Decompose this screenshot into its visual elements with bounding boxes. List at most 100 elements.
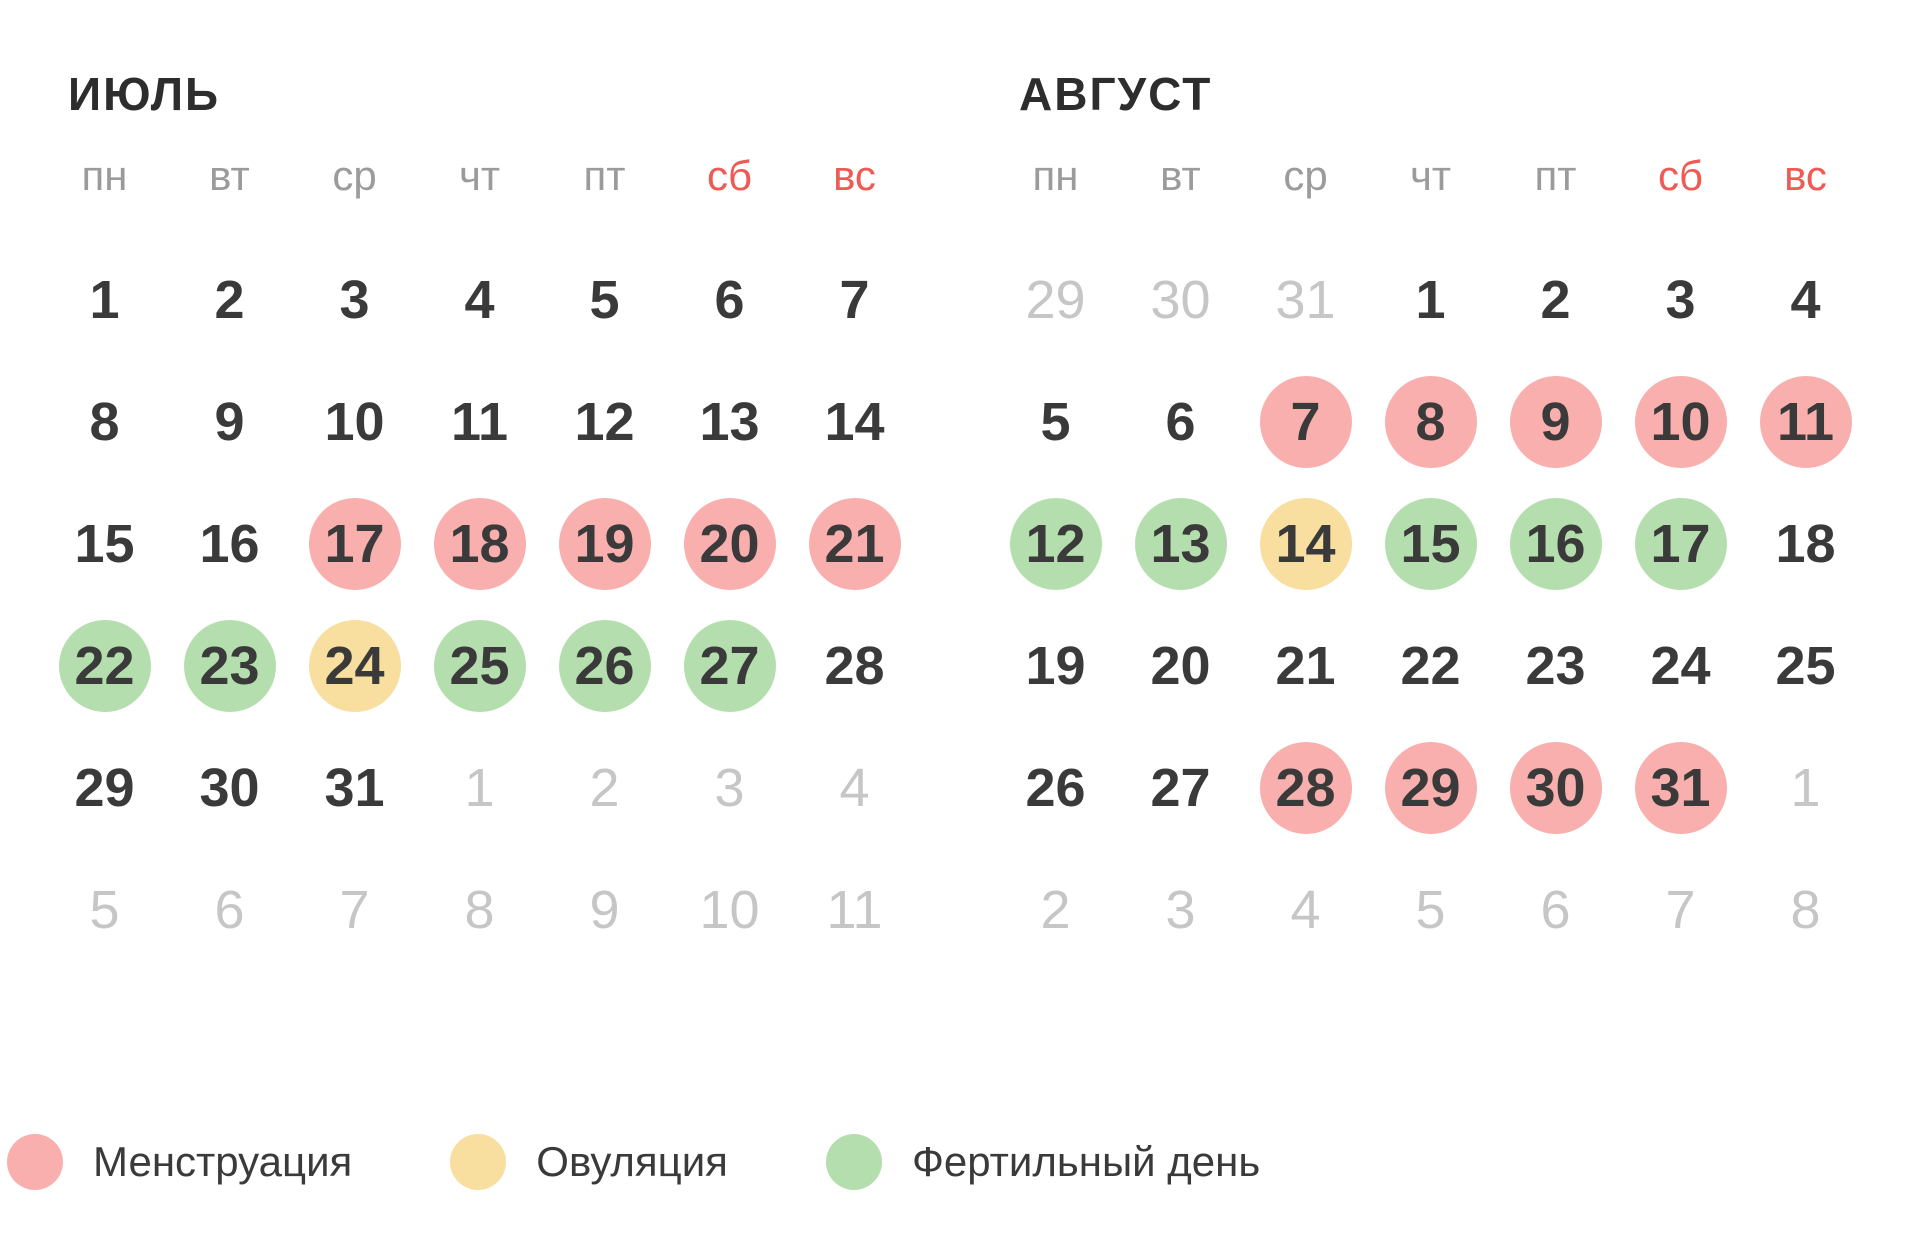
day-number: 2 [214,270,245,330]
day-number: 3 [339,270,370,330]
day-cell: 11 [1743,361,1868,483]
weekday-header: сб [1657,152,1704,199]
week-row: 2 3 4 5 6 7 8 [993,849,1868,971]
day-cell: 23 [167,605,292,727]
day-number: 28 [824,636,885,696]
day-number: 10 [699,880,760,940]
week-row: 1 2 3 4 5 6 7 [42,239,917,361]
day-cell: 1 [42,239,167,361]
week-row: 29 30 31 1 2 3 4 [42,727,917,849]
day-number: 23 [1525,636,1586,696]
day-cell: 17 [292,483,417,605]
day-highlight-circle-menstruation [1384,742,1477,834]
day-number: 2 [1540,270,1571,330]
day-number: 3 [1665,270,1696,330]
day-cell: 17 [1618,483,1743,605]
week-row: 8 9 10 11 12 13 14 [42,361,917,483]
day-cell: 10 [1618,361,1743,483]
day-highlight-circle-menstruation [1259,742,1352,834]
day-highlight-circle-ovulation [308,620,401,712]
day-number: 10 [324,392,385,452]
day-highlight-circle-fertile [433,620,526,712]
day-number: 6 [214,880,245,940]
day-cell: 3 [1118,849,1243,971]
day-cell: 10 [292,361,417,483]
day-number: 8 [464,880,495,940]
day-number: 7 [1665,880,1696,940]
day-highlight-circle-fertile [183,620,276,712]
day-number: 1 [464,758,495,818]
day-number: 25 [1775,636,1836,696]
day-cell: 10 [667,849,792,971]
week-row: 5 6 7 8 9 10 11 [42,849,917,971]
month-block: АВГУСТ пн вт ср чт пт сб вс 29 30 31 1 2 3 4 5 6 7 8 9 10 11 1… [993,0,1868,971]
day-highlight-circle-fertile [1134,498,1227,590]
day-cell: 31 [292,727,417,849]
day-highlight-circle-menstruation [1634,376,1727,468]
day-number: 6 [1540,880,1571,940]
day-cell: 12 [542,361,667,483]
day-cell: 7 [292,849,417,971]
day-cell: 4 [792,727,917,849]
day-cell: 14 [1243,483,1368,605]
day-number: 29 [1400,758,1461,818]
day-number: 31 [324,758,385,818]
day-cell: 6 [667,239,792,361]
weekday-header: вс [833,152,876,199]
day-number: 5 [1415,880,1446,940]
day-number: 31 [1650,758,1711,818]
day-number: 5 [1040,392,1071,452]
day-cell: 21 [792,483,917,605]
day-cell: 1 [1743,727,1868,849]
day-cell: 8 [1743,849,1868,971]
day-number: 7 [339,880,370,940]
day-cell: 31 [1618,727,1743,849]
month-title: ИЮЛЬ [68,68,221,120]
day-number: 1 [1790,758,1821,818]
day-number: 16 [199,514,260,574]
day-cell: 21 [1243,605,1368,727]
day-number: 2 [589,758,620,818]
day-number: 18 [1775,514,1836,574]
day-cell: 15 [42,483,167,605]
weekday-header: вт [1160,152,1201,199]
day-cell: 27 [667,605,792,727]
legend-label: Овуляция [536,1138,728,1185]
day-number: 2 [1040,880,1071,940]
day-number: 28 [1275,758,1336,818]
weekday-header: ср [1283,152,1328,199]
day-cell: 16 [167,483,292,605]
day-number: 26 [574,636,635,696]
day-cell: 4 [417,239,542,361]
day-cell: 30 [1493,727,1618,849]
day-highlight-circle-menstruation [1759,376,1852,468]
day-number: 11 [1776,392,1835,452]
day-highlight-circle-menstruation [1259,376,1352,468]
day-cell: 25 [1743,605,1868,727]
weekday-header: сб [706,152,753,199]
day-number: 31 [1275,270,1336,330]
day-cell: 24 [1618,605,1743,727]
day-cell: 13 [1118,483,1243,605]
day-cell: 1 [1368,239,1493,361]
day-highlight-circle-menstruation [1509,742,1602,834]
weekday-header: чт [1409,152,1452,199]
weeks-grid: 29 30 31 1 2 3 4 5 6 7 8 9 10 11 12 13 14 15 16 17 18 19 20 21 2… [993,239,1868,971]
weekday-header: чт [458,152,501,199]
day-number: 19 [1025,636,1086,696]
day-number: 19 [574,514,635,574]
day-highlight-circle-menstruation [1509,376,1602,468]
day-cell: 19 [993,605,1118,727]
day-cell: 6 [1493,849,1618,971]
weekday-header-row: пн вт ср чт пт сб вс [42,154,917,198]
day-number: 27 [699,636,760,696]
day-number: 29 [74,758,135,818]
day-number: 24 [324,636,385,696]
day-cell: 9 [542,849,667,971]
day-number: 5 [589,270,620,330]
day-cell: 2 [542,727,667,849]
day-number: 4 [839,758,870,818]
day-cell: 9 [167,361,292,483]
day-highlight-circle-menstruation [433,498,526,590]
day-cell: 20 [1118,605,1243,727]
